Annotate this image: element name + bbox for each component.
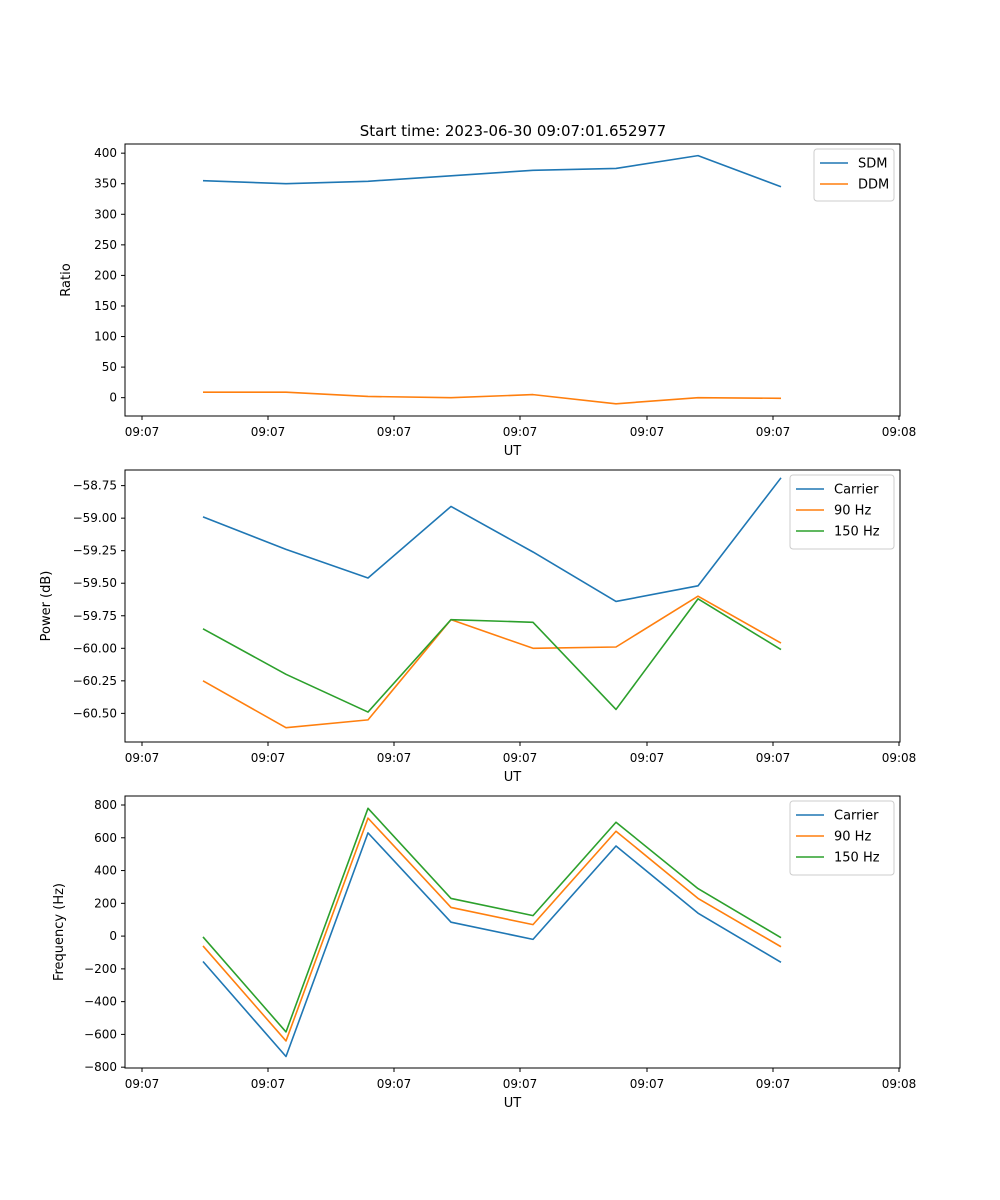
y-tick-label: −60.00 — [73, 641, 117, 655]
legend-label: 150 Hz — [834, 525, 880, 540]
axes-frame — [124, 143, 901, 417]
series-line-90-hz — [202, 595, 782, 729]
x-tick-label: 09:07 — [251, 1077, 286, 1091]
y-tick-label: −58.75 — [73, 479, 117, 493]
y-tick-label: 100 — [94, 330, 117, 344]
y-tick-label: 0 — [109, 929, 117, 943]
y-tick-label: 200 — [94, 268, 117, 282]
series-line-sdm — [202, 154, 782, 188]
y-tick-label: 50 — [102, 360, 117, 374]
legend: Carrier 90 Hz 150 Hz — [789, 800, 895, 876]
series-line-ddm — [203, 391, 782, 405]
y-tick-label: 400 — [94, 146, 117, 160]
x-axis-label: UT — [504, 1096, 522, 1111]
legend-label: DDM — [858, 178, 889, 193]
x-tick-label: 09:07 — [503, 751, 538, 765]
legend: Carrier 90 Hz 150 Hz — [789, 474, 895, 550]
series-line-carrier — [202, 832, 782, 1058]
y-tick-label: −600 — [84, 1027, 117, 1041]
x-tick-label: 09:07 — [756, 425, 791, 439]
x-axis-label: UT — [504, 444, 522, 459]
x-tick-label: 09:07 — [630, 751, 665, 765]
series-line-90-hz — [202, 817, 782, 1042]
y-tick-label: 250 — [94, 238, 117, 252]
x-tick-label: 09:07 — [503, 1077, 538, 1091]
y-tick-label: 0 — [109, 391, 117, 405]
x-axis-label: UT — [504, 770, 522, 785]
legend-label: 90 Hz — [834, 504, 871, 519]
y-tick-label: 350 — [94, 177, 117, 191]
x-tick-label: 09:07 — [377, 425, 412, 439]
x-tick-label: 09:07 — [251, 751, 286, 765]
y-tick-label: −59.25 — [73, 544, 117, 558]
x-tick-label: 09:07 — [756, 1077, 791, 1091]
y-tick-label: 400 — [94, 864, 117, 878]
subplot-frequency: −800 −600 −400 −200 0 200 400 600 800 09:07 09:07 0… — [52, 795, 917, 1111]
y-tick-label: −400 — [84, 995, 117, 1009]
x-tick-label: 09:07 — [756, 751, 791, 765]
subplot-power: −60.50 −60.25 −60.00 −59.75 −59.50 −59.25 −59.… — [39, 469, 917, 785]
y-tick-label: 800 — [94, 798, 117, 812]
y-tick-label: −59.50 — [73, 576, 117, 590]
x-tick-label: 09:07 — [125, 1077, 160, 1091]
y-tick-label: −800 — [84, 1060, 117, 1074]
y-tick-label: −59.75 — [73, 609, 117, 623]
legend-label: 150 Hz — [834, 851, 880, 866]
x-tick-label: 09:08 — [882, 751, 917, 765]
subplot-ratio: 0 50 100 150 200 250 300 350 400 09:07 09:07 09:07 0… — [59, 143, 917, 459]
legend: SDM DDM — [813, 148, 895, 202]
x-tick-label: 09:08 — [882, 1077, 917, 1091]
x-tick-label: 09:07 — [251, 425, 286, 439]
x-tick-label: 09:07 — [125, 751, 160, 765]
y-tick-label: 200 — [94, 896, 117, 910]
x-tick-label: 09:07 — [503, 425, 538, 439]
y-tick-label: −200 — [84, 962, 117, 976]
axes-frame — [124, 469, 901, 743]
y-tick-label: 300 — [94, 207, 117, 221]
y-tick-label: 150 — [94, 299, 117, 313]
y-tick-label: −60.25 — [73, 674, 117, 688]
x-tick-label: 09:07 — [630, 425, 665, 439]
legend-box — [813, 148, 895, 202]
series-line-150-hz — [202, 598, 782, 713]
y-tick-label: −60.50 — [73, 706, 117, 720]
y-axis-label: Power (dB) — [39, 571, 54, 642]
series-line-150-hz — [202, 807, 782, 1033]
axes-frame — [124, 795, 901, 1069]
figure-title: Start time: 2023-06-30 09:07:01.652977 — [360, 122, 666, 140]
y-tick-label: 600 — [94, 831, 117, 845]
legend-label: Carrier — [834, 809, 879, 824]
series-line-carrier — [202, 477, 782, 603]
legend-label: 90 Hz — [834, 830, 871, 845]
y-tick-label: −59.00 — [73, 511, 117, 525]
x-tick-label: 09:07 — [377, 1077, 412, 1091]
legend-label: Carrier — [834, 483, 879, 498]
x-tick-label: 09:07 — [630, 1077, 665, 1091]
x-tick-label: 09:07 — [125, 425, 160, 439]
x-tick-label: 09:08 — [882, 425, 917, 439]
y-axis-label: Frequency (Hz) — [52, 883, 67, 981]
x-tick-label: 09:07 — [377, 751, 412, 765]
legend-label: SDM — [858, 157, 887, 172]
y-axis-label: Ratio — [59, 263, 74, 296]
